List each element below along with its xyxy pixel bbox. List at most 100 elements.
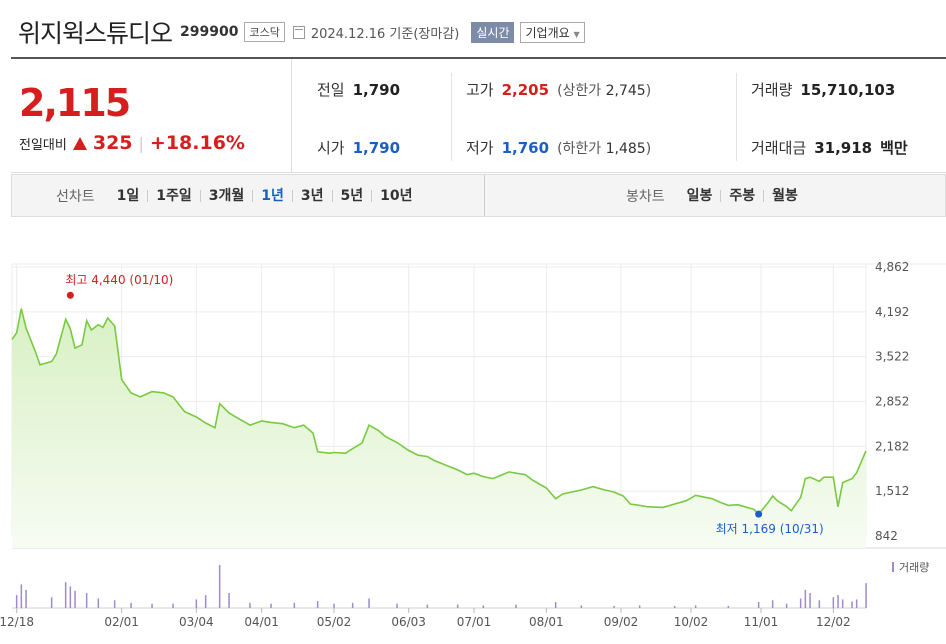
volume-bar <box>316 601 319 608</box>
y-tick-label: 4,862 <box>875 260 909 274</box>
market-badge: 코스닥 <box>244 22 285 42</box>
volume-bar <box>613 605 615 608</box>
volume-bar <box>204 595 207 608</box>
volume-bar <box>25 589 27 608</box>
line-chart-tabs: 선차트 1일 1주일 3개월 1년 3년 5년 10년 <box>56 175 421 216</box>
tab-weekly[interactable]: 주봉 <box>720 189 763 203</box>
price-area <box>12 308 866 548</box>
tab-5y[interactable]: 5년 <box>331 189 372 203</box>
company-overview-button[interactable]: 기업개요 ▼ <box>520 21 585 43</box>
lower-limit-value: 1,485 <box>605 140 646 157</box>
high-label: 고가 <box>466 81 494 99</box>
divider <box>451 73 452 161</box>
high-value: 2,205 <box>501 80 550 99</box>
volume-bar <box>804 589 807 608</box>
open-label: 시가 <box>317 139 345 157</box>
volume-bar <box>270 603 272 608</box>
x-tick-label: 12/18 <box>0 615 34 629</box>
trade-amount: 거래대금 31,918 백만 <box>751 137 908 158</box>
realtime-button[interactable]: 실시간 <box>471 21 515 43</box>
candle-chart-label: 봉차트 <box>626 188 665 205</box>
volume-bar <box>351 602 354 608</box>
volume-legend: 거래량 <box>899 561 929 574</box>
x-tick-label: 08/01 <box>529 615 564 629</box>
volume-bar <box>97 598 100 608</box>
volume-bar <box>74 590 76 608</box>
up-arrow-icon <box>72 136 87 150</box>
amount-value: 31,918 <box>814 138 873 157</box>
tab-1d[interactable]: 1일 <box>116 187 140 204</box>
volume-bar <box>333 603 335 608</box>
divider: | <box>138 133 144 153</box>
open-value: 1,790 <box>352 138 401 157</box>
volume-bar <box>293 602 296 608</box>
current-price: 2,115 <box>19 81 131 125</box>
upper-limit: (상한가 2,745) <box>557 82 652 99</box>
volume-bar <box>855 599 858 608</box>
volume-bar <box>727 605 730 608</box>
volume-bar <box>69 586 72 608</box>
company-overview-label: 기업개요 <box>525 25 570 40</box>
y-tick-label: 3,522 <box>875 350 909 364</box>
date-text: 2024.12.16 기준(장마감) <box>310 26 460 42</box>
x-tick-label: 04/01 <box>244 615 279 629</box>
y-tick-label: 1,512 <box>875 484 909 498</box>
tab-3m[interactable]: 3개월 <box>199 189 253 203</box>
prev-close-value: 1,790 <box>352 80 401 99</box>
chart-tabs: 선차트 1일 1주일 3개월 1년 3년 5년 10년 봉차트 일봉 주봉 월봉 <box>11 174 946 217</box>
tab-daily[interactable]: 일봉 <box>686 187 713 204</box>
price-line <box>11 308 867 516</box>
volume-bar <box>515 604 517 608</box>
prev-close: 전일 1,790 <box>317 79 400 100</box>
tab-1y[interactable]: 1년 <box>252 189 292 203</box>
low-marker <box>755 510 763 518</box>
stock-name: 위지윅스튜디오 <box>18 19 173 48</box>
volume-bar <box>228 593 230 608</box>
volume-bar <box>64 582 67 608</box>
volume-bar <box>554 602 557 608</box>
x-tick-label: 12/02 <box>816 615 851 629</box>
line-chart-label: 선차트 <box>56 188 95 205</box>
chevron-down-icon: ▼ <box>573 29 580 39</box>
volume-legend-marker <box>892 562 894 572</box>
tab-monthly[interactable]: 월봉 <box>763 189 806 203</box>
volume-bar <box>368 598 370 608</box>
x-tick-label: 11/01 <box>744 615 779 629</box>
tab-3y[interactable]: 3년 <box>291 189 332 203</box>
stock-code: 299900 <box>180 24 239 40</box>
amount-label: 거래대금 <box>751 139 807 157</box>
divider <box>736 73 737 161</box>
x-tick-label: 09/02 <box>604 615 639 629</box>
volume-bar <box>113 600 116 608</box>
volume-bar <box>771 600 774 608</box>
volume-bar <box>218 565 221 608</box>
volume-bar <box>694 605 697 608</box>
volume-bar <box>482 605 485 608</box>
price-box: 2,115 전일대비 325 | +18.16% <box>11 59 292 173</box>
volume-bar <box>396 603 398 608</box>
volume-bar <box>151 603 153 608</box>
change-row: 전일대비 325 | +18.16% <box>19 132 245 154</box>
tab-1w[interactable]: 1주일 <box>147 189 200 203</box>
volume-bar <box>20 584 23 609</box>
volume-bar <box>172 603 174 608</box>
tab-10y[interactable]: 10년 <box>371 189 420 203</box>
volume-bar <box>841 599 844 608</box>
volume-bar <box>249 602 251 608</box>
low-label: 저가 <box>466 139 494 157</box>
volume-bar <box>15 595 18 608</box>
volume-bar <box>638 605 641 608</box>
volume-bar <box>837 595 839 608</box>
upper-limit-value: 2,745 <box>605 82 646 99</box>
y-tick-label: 2,852 <box>875 395 909 409</box>
volume-bar <box>426 604 429 608</box>
change-percent: +18.16% <box>149 132 245 154</box>
prev-close-label: 전일 <box>317 81 345 99</box>
volume-bar <box>50 597 53 609</box>
x-tick-label: 06/03 <box>391 615 426 629</box>
volume: 거래량 15,710,103 <box>751 79 895 100</box>
volume-bar <box>757 602 760 608</box>
quote-panel: 2,115 전일대비 325 | +18.16% 전일 1,790 시가 1,7… <box>11 57 946 173</box>
volume-bar <box>785 603 788 608</box>
volume-bar <box>456 604 459 608</box>
